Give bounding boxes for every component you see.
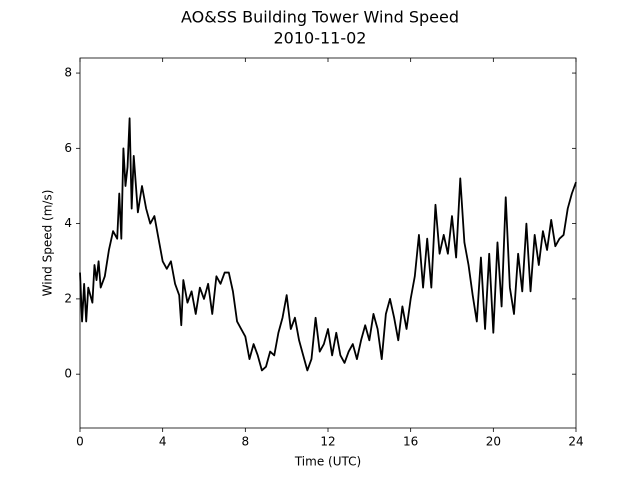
x-tick-label: 16 (403, 435, 418, 449)
y-tick-label: 0 (64, 367, 72, 381)
y-tick-label: 4 (64, 216, 72, 230)
chart-title: AO&SS Building Tower Wind Speed (181, 8, 459, 27)
chart-subtitle: 2010-11-02 (274, 29, 367, 48)
x-tick-label: 8 (242, 435, 250, 449)
x-axis-label: Time (UTC) (294, 455, 361, 469)
plot-frame (79, 57, 577, 429)
x-tick-label: 12 (320, 435, 335, 449)
x-tick-label: 4 (159, 435, 167, 449)
y-tick-label: 8 (64, 66, 72, 80)
y-axis-label: Wind Speed (m/s) (41, 190, 55, 297)
data-line (79, 117, 577, 372)
y-tick-label: 2 (64, 291, 72, 305)
x-tick-label: 24 (568, 435, 583, 449)
y-tick-label: 6 (64, 141, 72, 155)
x-tick-label: 20 (486, 435, 501, 449)
x-tick-label: 0 (76, 435, 84, 449)
